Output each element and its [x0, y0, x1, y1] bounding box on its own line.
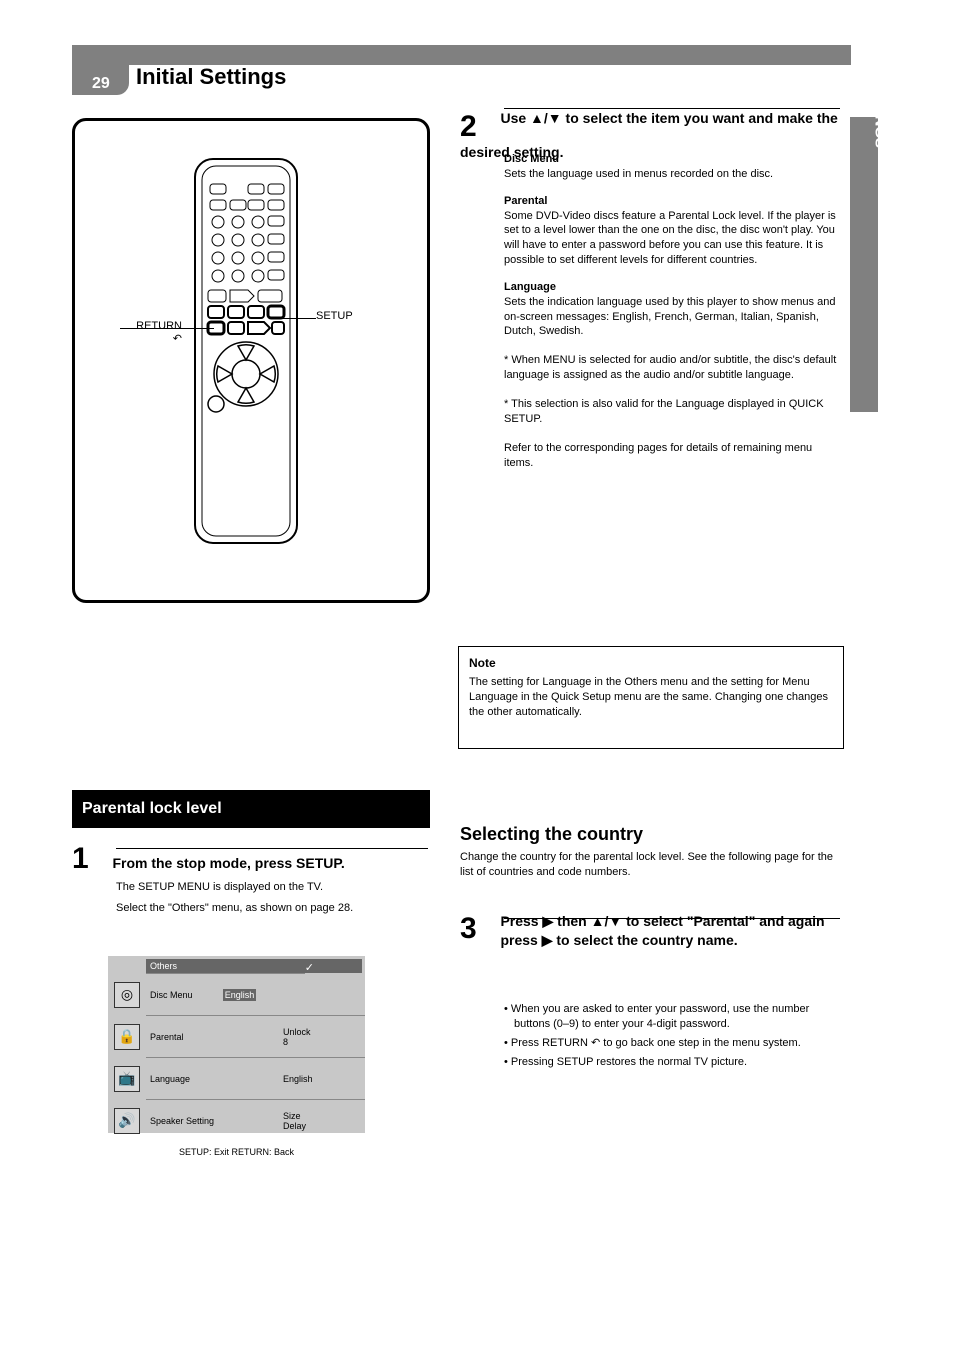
page-number: 29: [92, 75, 110, 93]
right-triangle-icon: ▶: [543, 913, 554, 929]
step1-heading: From the stop mode, press SETUP.: [112, 855, 344, 871]
step3-h-p2: then: [553, 913, 590, 929]
country-heading: Selecting the country: [460, 824, 643, 845]
opt-disc-menu-title: Disc Menu: [504, 152, 838, 167]
osd-title-text: Others: [150, 961, 177, 971]
step3-h-p1: Press: [500, 913, 542, 929]
return-text: RETURN: [136, 320, 182, 332]
return-icon-inline: ↶: [591, 1037, 600, 1049]
step3-body: When you are asked to enter your passwor…: [504, 1002, 838, 1073]
menu-note: * When MENU is selected for audio and/or…: [504, 353, 838, 383]
opt-language-desc: Sets the indication language used by thi…: [504, 295, 838, 340]
osd-title: Others ✓: [146, 959, 362, 973]
up-triangle-icon: ▲: [530, 110, 544, 126]
parental-section: Parental lock level: [72, 790, 430, 828]
osd-label-2: Language: [146, 1074, 283, 1084]
country-sub: Change the country for the parental lock…: [460, 850, 842, 881]
remote-svg: [192, 156, 300, 546]
right-triangle-icon-2: ▶: [542, 932, 553, 948]
step2-number: 2: [460, 110, 496, 144]
tv-icon: 📺: [114, 1066, 140, 1092]
opt-parental-desc: Some DVD-Video discs feature a Parental …: [504, 209, 838, 268]
osd-val-2: English: [283, 1074, 359, 1084]
check-icon: ✓: [305, 961, 314, 974]
osd-label-1: Parental: [146, 1032, 283, 1042]
osd-menu: Others ✓ ◎ Disc Menu English 🔒 Parental …: [108, 956, 365, 1133]
osd-val-3-bottom: Delay: [283, 1121, 359, 1131]
disc-icon: ◎: [114, 982, 140, 1008]
notebox-title: Note: [469, 655, 833, 671]
menu-note-text: When MENU is selected for audio and/or s…: [504, 354, 836, 381]
step2-heading-prefix: Use: [500, 110, 530, 126]
step2-body: Disc Menu Sets the language used in menu…: [504, 150, 838, 470]
step1-sub2: Select the "Others" menu, as shown on pa…: [116, 901, 428, 916]
remote-illustration: [192, 156, 300, 546]
step3-bullet-1: Press RETURN ↶ to go back one step in th…: [504, 1036, 838, 1051]
notebox-body: The setting for Language in the Others m…: [469, 675, 833, 720]
speaker-icon: 🔊: [114, 1108, 140, 1134]
step1-number: 1: [72, 842, 108, 876]
step1-sub2-prefix: Select the ": [116, 902, 172, 914]
osd-row-parental: 🔒 Parental Unlock 8: [146, 1015, 365, 1057]
osd-row-language: 📺 Language English: [146, 1057, 365, 1099]
language-note: * This selection is also valid for the L…: [504, 397, 838, 427]
step3-b1-prefix: Press RETURN: [511, 1037, 591, 1049]
step3: 3 Press ▶ then ▲/▼ to select "Parental" …: [460, 912, 846, 950]
osd-val-0: English: [223, 989, 257, 1001]
language-note-text: This selection is also valid for the Lan…: [504, 398, 824, 425]
osd-val-1-top: Unlock: [283, 1027, 359, 1037]
sidebar-label: INITIAL SETTINGS: [871, 17, 888, 148]
osd-label-0: Disc Menu: [146, 990, 223, 1000]
remaining-note: Refer to the corresponding pages for det…: [504, 441, 838, 471]
osd-val-3-top: Size: [283, 1111, 359, 1121]
lock-icon: 🔒: [114, 1024, 140, 1050]
osd-row-speaker: 🔊 Speaker Setting Size Delay: [146, 1099, 365, 1141]
callout-line-right: [282, 318, 316, 319]
opt-language-title: Language: [504, 280, 838, 295]
osd-row-disc-menu: ◎ Disc Menu English: [146, 973, 305, 1015]
step3-bullet-2: Pressing SETUP restores the normal TV pi…: [504, 1055, 838, 1070]
step3-number: 3: [460, 912, 496, 946]
osd-val-1: Unlock 8: [283, 1027, 359, 1047]
osd-label-3: Speaker Setting: [146, 1116, 283, 1126]
osd-hint: SETUP: Exit RETURN: Back: [108, 1146, 365, 1158]
step1-sub2-suffix: " menu, as shown on page 28.: [205, 902, 353, 914]
step3-h-p4: to select the country name.: [552, 932, 737, 948]
parental-heading: Parental lock level: [72, 790, 430, 828]
sidebar-tab: [850, 117, 878, 412]
down-triangle-icon-2: ▼: [608, 913, 622, 929]
step1: 1 From the stop mode, press SETUP.: [72, 842, 432, 876]
down-triangle-icon: ▼: [548, 110, 562, 126]
note-box: Note The setting for Language in the Oth…: [458, 646, 844, 749]
return-icon: ↶: [173, 333, 182, 345]
step3-b1-suffix: to go back one step in the menu system.: [600, 1037, 801, 1049]
up-triangle-icon-2: ▲: [591, 913, 605, 929]
opt-parental-title: Parental: [504, 194, 838, 209]
osd-val-1-bottom: 8: [283, 1037, 359, 1047]
page-title: Initial Settings: [136, 64, 286, 90]
callout-line-left: [120, 328, 214, 329]
osd-val-3: Size Delay: [283, 1111, 359, 1131]
header-bar: [72, 45, 851, 65]
step1-sub: The SETUP MENU is displayed on the TV. S…: [116, 880, 428, 916]
step3-bullet-0: When you are asked to enter your passwor…: [504, 1002, 838, 1032]
step2-rule: [504, 108, 840, 109]
step1-sub1: The SETUP MENU is displayed on the TV.: [116, 880, 428, 895]
remote-label-return: RETURN ↶: [82, 320, 182, 345]
remote-label-setup: SETUP: [316, 310, 353, 322]
opt-disc-menu-desc: Sets the language used in menus recorded…: [504, 167, 838, 182]
step3-heading: Press ▶ then ▲/▼ to select "Parental" an…: [500, 912, 838, 950]
step1-sub2-link: Others: [172, 902, 205, 914]
